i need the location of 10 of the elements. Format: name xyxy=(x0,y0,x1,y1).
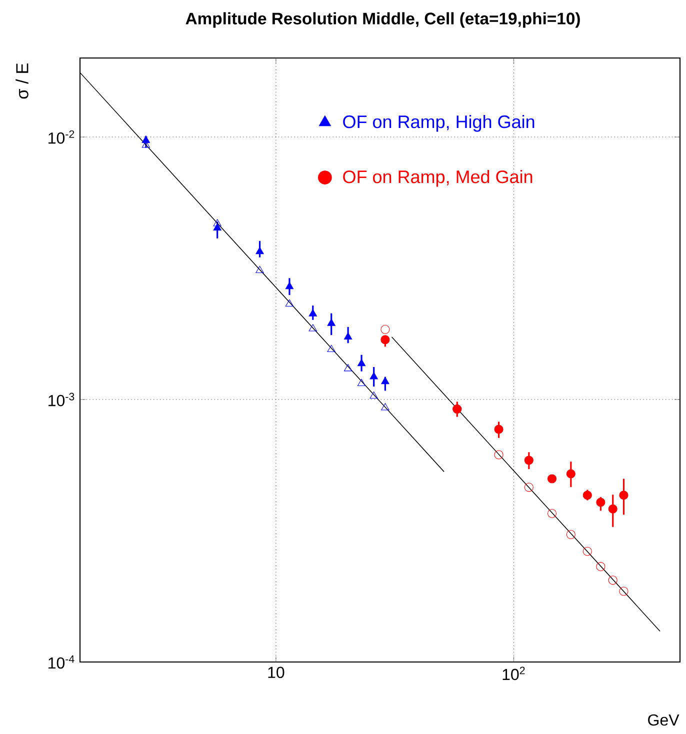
legend-label: OF on Ramp, Med Gain xyxy=(343,170,532,187)
y-tick-label: 10$^{-3}$ xyxy=(48,392,74,406)
y-tick-label: 10$^{-2}$ xyxy=(48,130,74,144)
x-axis-title: GeV xyxy=(648,714,680,726)
x-tick-label: 10 xyxy=(268,666,284,678)
y-tick-label: 10$^{-4}$ xyxy=(48,655,74,669)
chart-title: Amplitude Resolution Middle, Cell (eta=19,phi=10) xyxy=(186,12,580,28)
legend-label: OF on Ramp, High Gain xyxy=(343,114,534,132)
y-axis-title: σ / E xyxy=(16,63,28,99)
x-tick-label: 10$^{2}$ xyxy=(502,666,525,680)
